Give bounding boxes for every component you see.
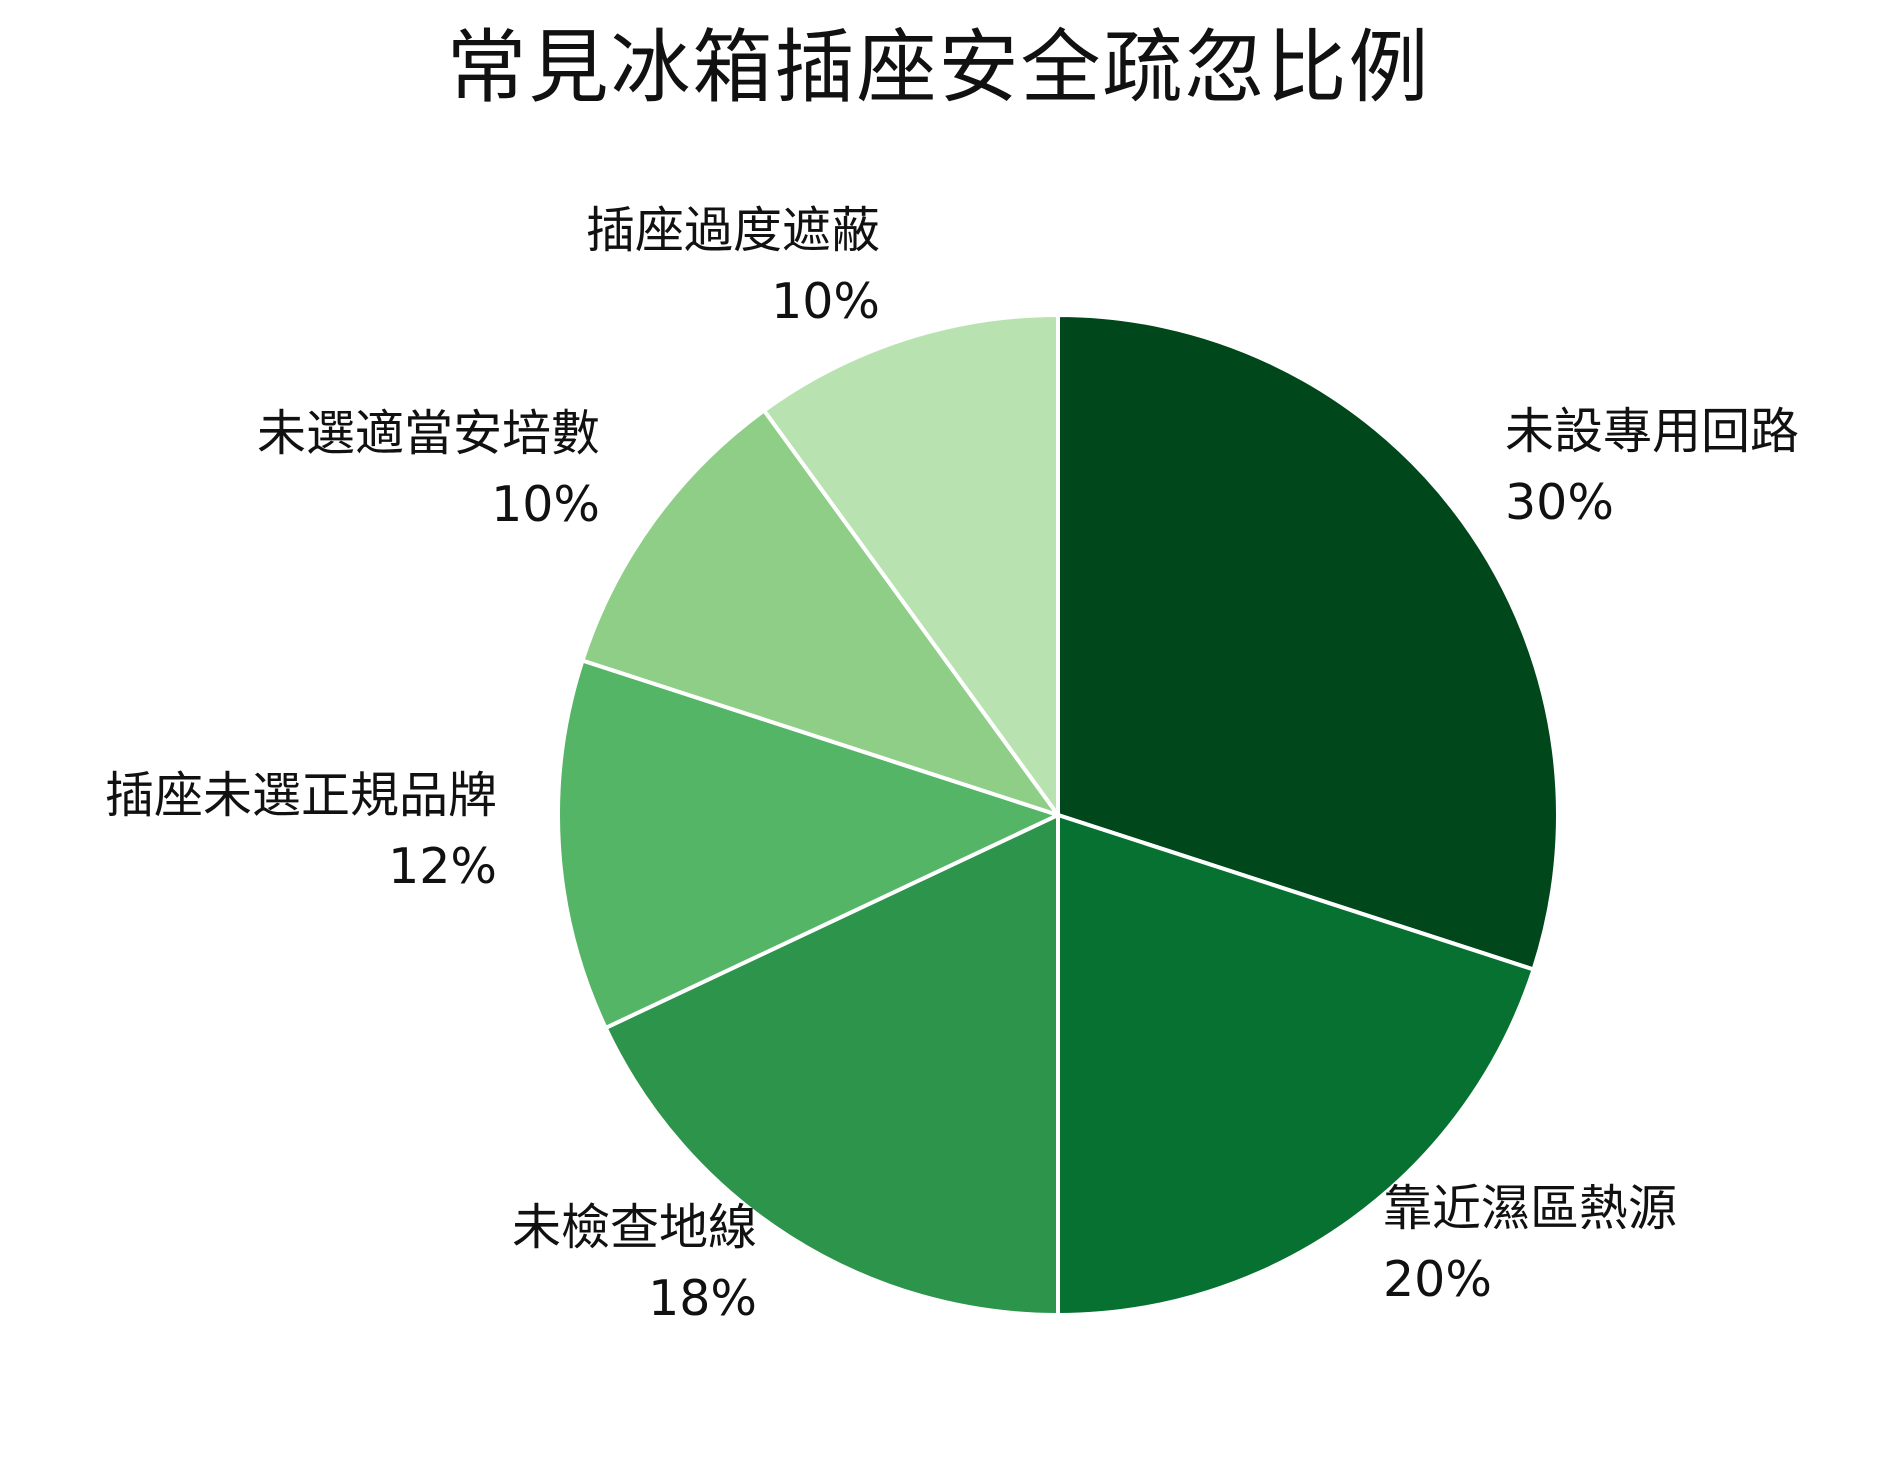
slice-category-label: 插座過度遮蔽 — [586, 202, 880, 259]
slice-category-label: 靠近濕區熱源 — [1383, 1180, 1677, 1237]
slice-value-label: 10% — [491, 476, 600, 533]
pie-slice-6 — [762, 313, 1060, 817]
pie-slice-1 — [1056, 313, 1560, 972]
slice-category-label: 插座未選正規品牌 — [105, 767, 497, 824]
slice-value-label: 18% — [648, 1270, 757, 1327]
slice-value-label: 10% — [771, 273, 880, 330]
slice-value-label: 12% — [388, 838, 497, 895]
chart-title: 常見冰箱插座安全疏忽比例 — [446, 21, 1431, 114]
pie-labels: 未設專用回路 30% 靠近濕區熱源 20% 未檢查地線 18% 插座未選正規品牌 12% 未選適… — [105, 202, 1799, 1327]
pie-slice-4 — [556, 658, 1060, 1030]
slice-category-label: 未選適當安培數 — [257, 405, 600, 462]
slice-value-label: 20% — [1383, 1251, 1492, 1308]
pie-slice-3 — [603, 813, 1060, 1317]
slice-value-label: 30% — [1505, 474, 1614, 531]
pie-slice-2 — [1056, 813, 1536, 1317]
slice-category-label: 未設專用回路 — [1505, 403, 1799, 460]
pie-slices — [556, 313, 1560, 1317]
pie-slice-5 — [580, 408, 1060, 817]
slice-category-label: 未檢查地線 — [512, 1199, 757, 1256]
